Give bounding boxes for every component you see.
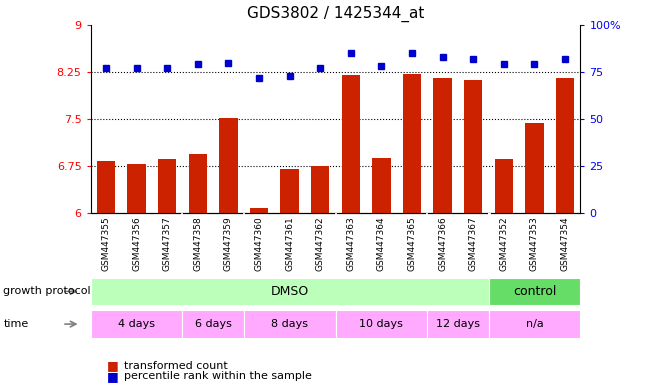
Text: time: time bbox=[3, 319, 29, 329]
Text: GSM447355: GSM447355 bbox=[101, 216, 111, 271]
Bar bbox=[183, 310, 244, 338]
Bar bbox=[91, 310, 183, 338]
Text: GSM447356: GSM447356 bbox=[132, 216, 141, 271]
Text: ■: ■ bbox=[107, 370, 119, 383]
Title: GDS3802 / 1425344_at: GDS3802 / 1425344_at bbox=[247, 6, 424, 22]
Bar bbox=[556, 78, 574, 213]
Text: 4 days: 4 days bbox=[118, 319, 155, 329]
Bar bbox=[427, 310, 488, 338]
Text: GSM447361: GSM447361 bbox=[285, 216, 294, 271]
Bar bbox=[219, 118, 238, 213]
Bar bbox=[488, 278, 580, 305]
Bar bbox=[127, 164, 146, 213]
Text: percentile rank within the sample: percentile rank within the sample bbox=[124, 371, 312, 381]
Text: control: control bbox=[513, 285, 556, 298]
Text: 10 days: 10 days bbox=[360, 319, 403, 329]
Text: growth protocol: growth protocol bbox=[3, 286, 91, 296]
Bar bbox=[433, 78, 452, 213]
Text: 6 days: 6 days bbox=[195, 319, 231, 329]
Text: ■: ■ bbox=[107, 359, 119, 372]
Bar bbox=[336, 310, 427, 338]
Bar bbox=[495, 159, 513, 213]
Text: GSM447358: GSM447358 bbox=[193, 216, 202, 271]
Text: GSM447367: GSM447367 bbox=[469, 216, 478, 271]
Text: GSM447362: GSM447362 bbox=[315, 216, 325, 271]
Text: 12 days: 12 days bbox=[436, 319, 480, 329]
Text: transformed count: transformed count bbox=[124, 361, 228, 371]
Text: 8 days: 8 days bbox=[271, 319, 308, 329]
Bar bbox=[403, 74, 421, 213]
Bar bbox=[488, 310, 580, 338]
Bar bbox=[342, 75, 360, 213]
Text: GSM447363: GSM447363 bbox=[346, 216, 356, 271]
Bar bbox=[280, 169, 299, 213]
Bar bbox=[525, 123, 544, 213]
Text: GSM447366: GSM447366 bbox=[438, 216, 447, 271]
Bar bbox=[250, 208, 268, 213]
Text: GSM447357: GSM447357 bbox=[162, 216, 172, 271]
Text: GSM447354: GSM447354 bbox=[560, 216, 570, 271]
Text: GSM447365: GSM447365 bbox=[407, 216, 417, 271]
Text: GSM447364: GSM447364 bbox=[377, 216, 386, 271]
Bar bbox=[189, 154, 207, 213]
Bar bbox=[91, 278, 488, 305]
Bar bbox=[97, 161, 115, 213]
Text: n/a: n/a bbox=[525, 319, 544, 329]
Text: GSM447359: GSM447359 bbox=[224, 216, 233, 271]
Bar bbox=[311, 166, 329, 213]
Bar bbox=[158, 159, 176, 213]
Text: GSM447360: GSM447360 bbox=[254, 216, 264, 271]
Text: GSM447352: GSM447352 bbox=[499, 216, 509, 271]
Bar bbox=[372, 158, 391, 213]
Bar bbox=[244, 310, 336, 338]
Text: DMSO: DMSO bbox=[270, 285, 309, 298]
Text: GSM447353: GSM447353 bbox=[530, 216, 539, 271]
Bar bbox=[464, 80, 482, 213]
